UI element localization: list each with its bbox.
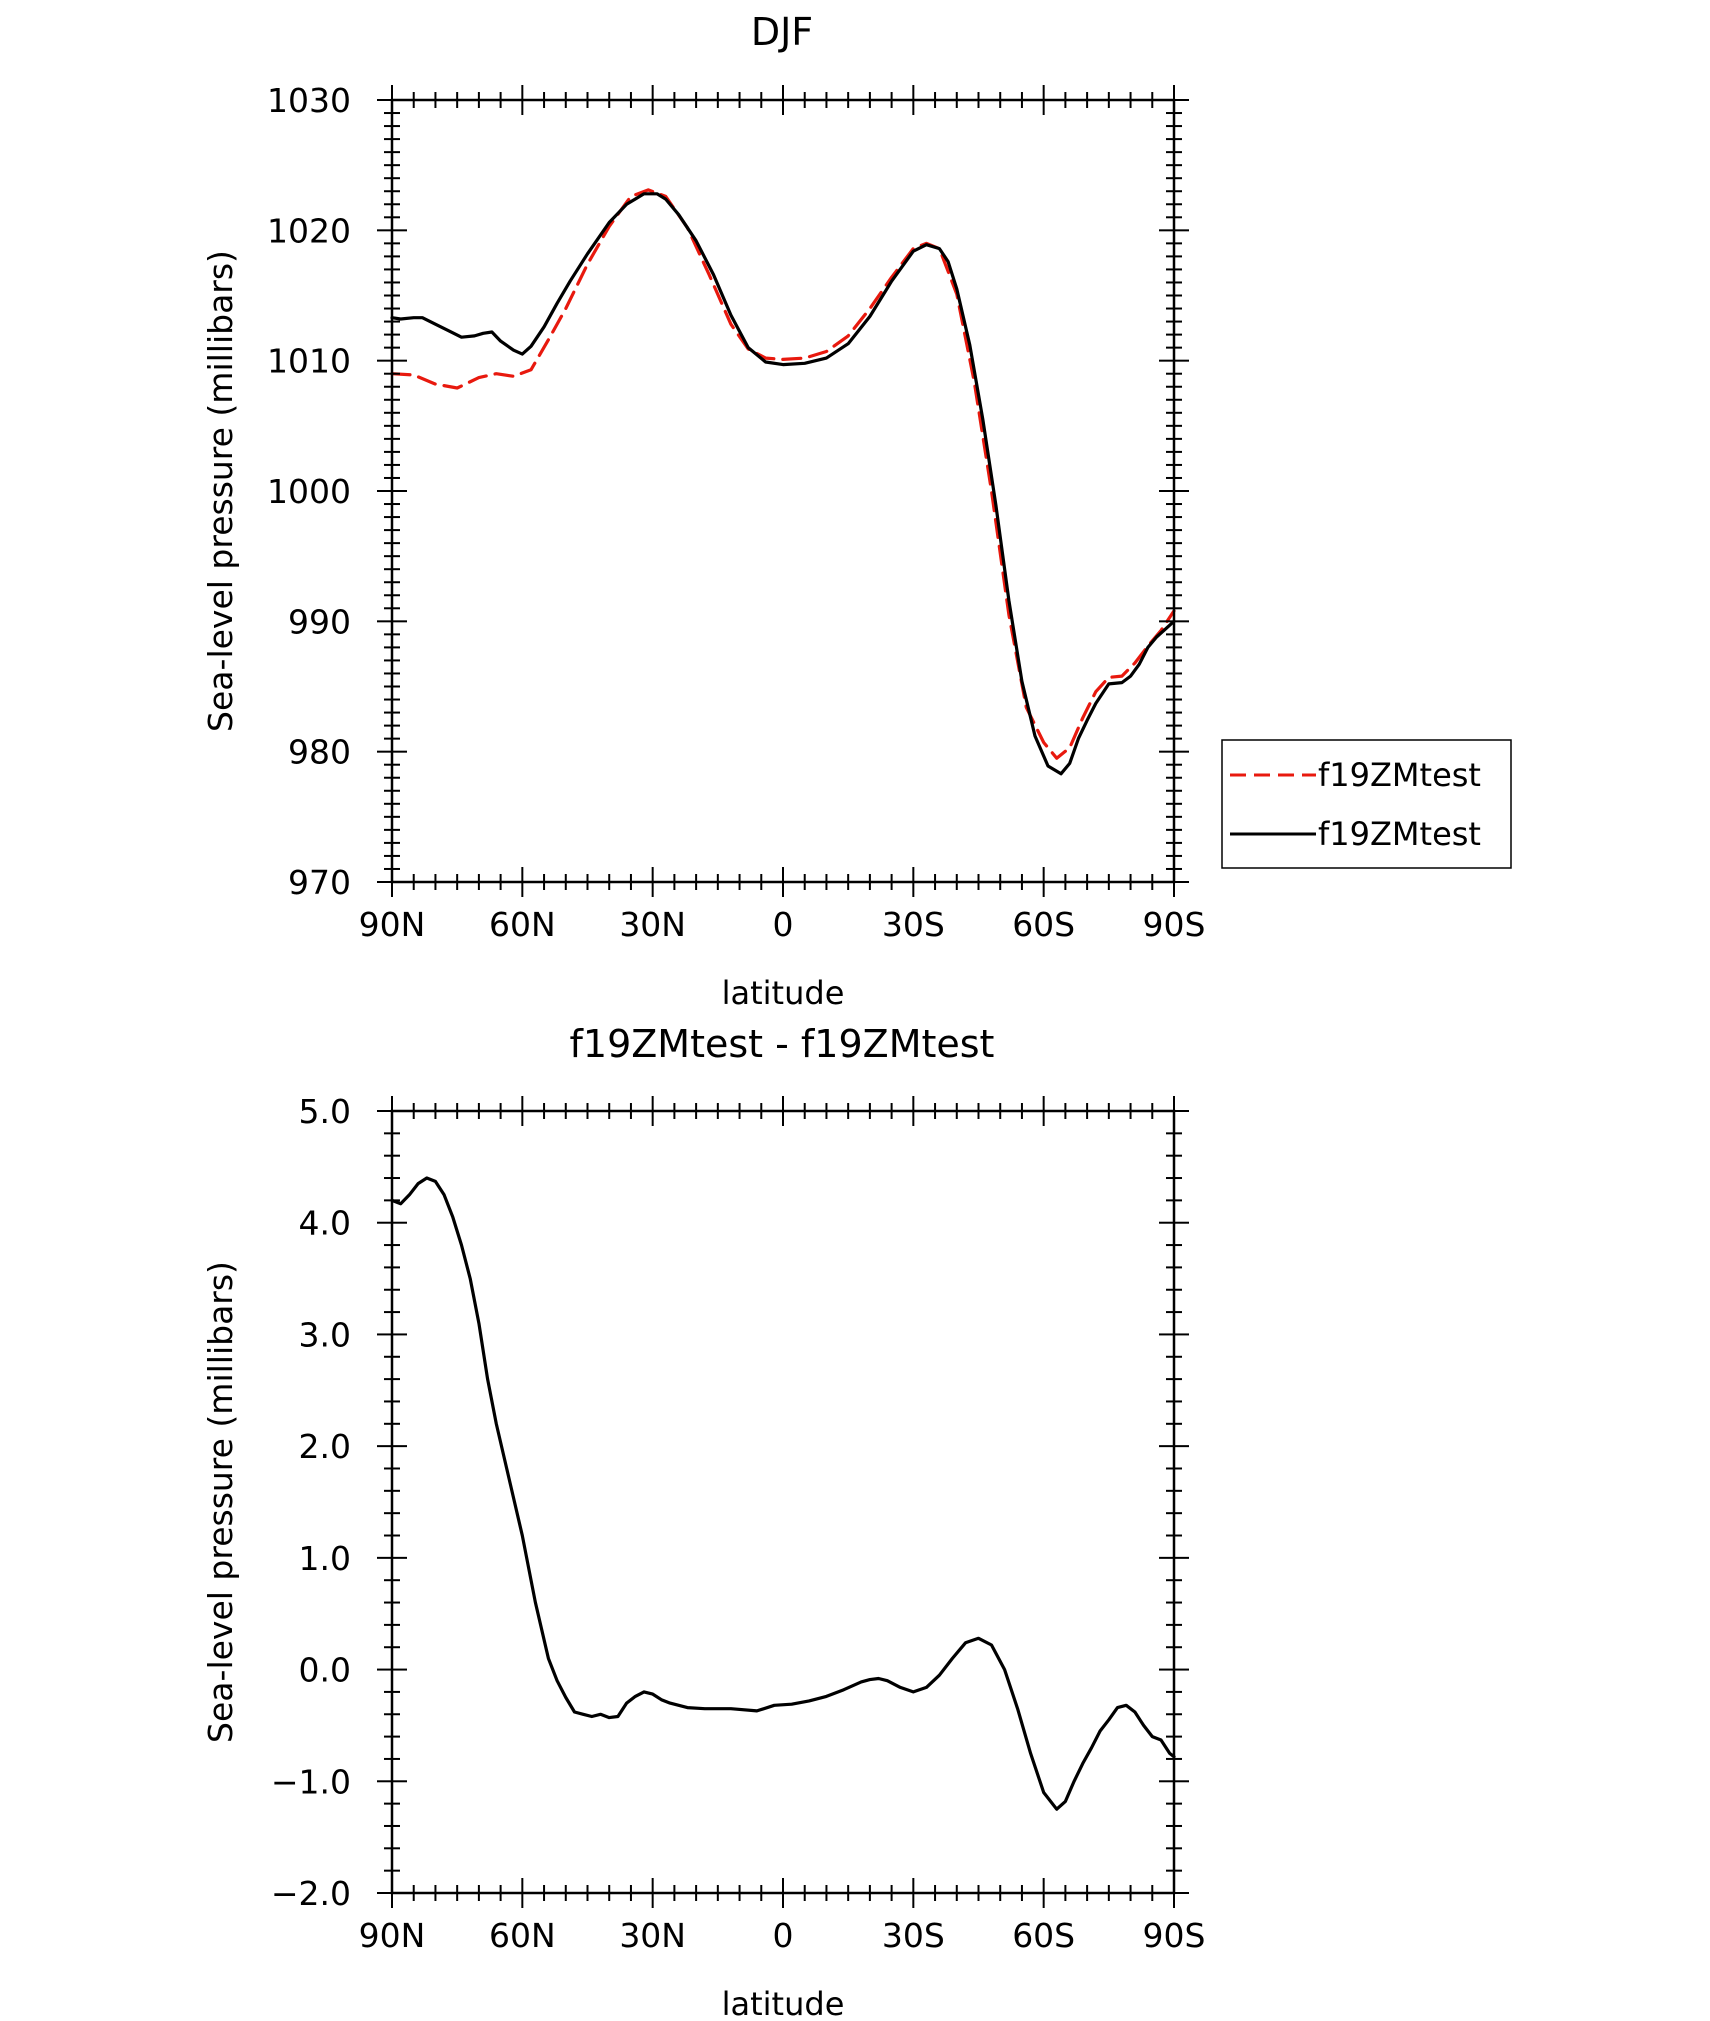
y-tick-label: 3.0: [299, 1315, 351, 1354]
x-tick-label: 30N: [619, 1916, 686, 1955]
y-tick-label: 2.0: [299, 1427, 351, 1466]
legend-label: f19ZMtest: [1318, 815, 1481, 853]
y-tick-label: 1010: [267, 342, 351, 381]
y-tick-labels: −2.0 −1.0 0.0 1.0 2.0 3.0 4.0 5.0: [271, 1092, 351, 1913]
panel-1: DJF 90N 60N 30N 0 30S 60S 90S 970 980 990 1000 101…: [201, 10, 1512, 1012]
series-line-solid: [390, 1176, 1176, 1811]
x-tick-label: 90N: [359, 1916, 426, 1955]
x-tick-label: 60S: [1012, 1916, 1075, 1955]
y-tick-label: 1030: [267, 81, 351, 120]
y-tick-label: 5.0: [299, 1092, 351, 1131]
legend-label: f19ZMtest: [1318, 756, 1481, 794]
x-axis-label: latitude: [722, 974, 845, 1012]
y-tick-labels: 970 980 990 1000 1010 1020 1030: [267, 81, 351, 902]
legend-box: [1221, 739, 1512, 869]
axis-ticks: [377, 85, 1189, 897]
x-tick-labels: 90N 60N 30N 0 30S 60S 90S: [359, 905, 1206, 944]
y-tick-label: −2.0: [271, 1874, 351, 1913]
y-tick-label: 970: [288, 863, 351, 902]
chart-title: DJF: [751, 10, 813, 54]
x-tick-label: 60S: [1012, 905, 1075, 944]
plot-frame: [390, 98, 1176, 884]
x-tick-label: 60N: [489, 1916, 556, 1955]
y-tick-label: −1.0: [271, 1762, 351, 1801]
y-axis-label: Sea-level pressure (millibars): [201, 1261, 240, 1743]
x-tick-label: 0: [773, 1916, 794, 1955]
series-line-dashed: [390, 188, 1176, 760]
x-tick-labels: 90N 60N 30N 0 30S 60S 90S: [359, 1916, 1206, 1955]
plot-frame: [390, 1109, 1176, 1895]
x-tick-label: 30S: [882, 1916, 945, 1955]
series-line-solid: [390, 192, 1176, 776]
y-tick-label: 1000: [267, 472, 351, 511]
x-tick-label: 60N: [489, 905, 556, 944]
x-tick-label: 0: [773, 905, 794, 944]
plot-area: [377, 1096, 1189, 1908]
legend: f19ZMtest f19ZMtest: [1221, 739, 1512, 869]
x-axis-label: latitude: [722, 1985, 845, 2021]
series-layer: [390, 1176, 1176, 1811]
chart-title: f19ZMtest - f19ZMtest: [570, 1022, 995, 1066]
plot-area: [377, 85, 1189, 897]
y-tick-label: 4.0: [299, 1204, 351, 1243]
panel-2: f19ZMtest - f19ZMtest 90N 60N 30N 0 30S 60S 90…: [201, 1022, 1205, 2021]
x-tick-label: 30N: [619, 905, 686, 944]
x-tick-label: 90S: [1143, 905, 1206, 944]
y-tick-label: 1.0: [299, 1539, 351, 1578]
x-tick-label: 90N: [359, 905, 426, 944]
axis-ticks: [377, 1096, 1189, 1908]
x-tick-label: 30S: [882, 905, 945, 944]
y-tick-label: 0.0: [299, 1651, 351, 1690]
x-tick-label: 90S: [1143, 1916, 1206, 1955]
y-tick-label: 1020: [267, 211, 351, 250]
y-axis-label: Sea-level pressure (millibars): [201, 250, 240, 732]
y-tick-label: 990: [288, 602, 351, 641]
y-tick-label: 980: [288, 733, 351, 772]
series-layer: [390, 188, 1176, 776]
